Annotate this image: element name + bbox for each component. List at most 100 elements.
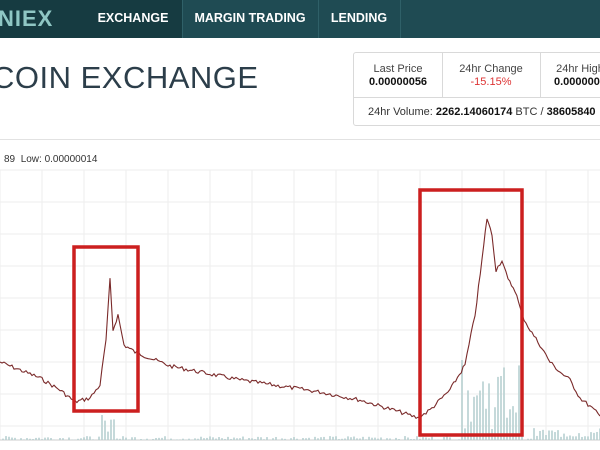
volume-bar (38, 437, 40, 440)
volume-bar (119, 438, 121, 440)
volume-bar (107, 431, 109, 440)
volume-bar (2, 438, 4, 440)
volume-bar (494, 407, 496, 440)
volume-bar (164, 436, 166, 440)
volume-bar (101, 415, 103, 440)
volume-bar (590, 432, 592, 440)
volume-bar (131, 437, 133, 440)
volume-bar (68, 437, 70, 440)
volume-bar (59, 438, 61, 440)
volume-bar (593, 432, 595, 440)
volume-bar (239, 438, 241, 440)
volume-bar (272, 438, 274, 440)
volume-bar (407, 437, 409, 440)
volume-bar (500, 376, 502, 440)
volume-bar (539, 430, 541, 440)
volume-bar (380, 437, 382, 440)
last-price-value: 0.00000056 (368, 76, 428, 88)
volume-bar (320, 437, 322, 440)
volume-bar (281, 438, 283, 440)
volume-bar (251, 438, 253, 440)
volume-bar (338, 439, 340, 440)
volume-bar (557, 430, 559, 440)
volume-bar (20, 438, 22, 440)
volume-bar (182, 438, 184, 440)
last-price-stat: Last Price 0.00000056 (354, 53, 443, 97)
chart-grid (0, 169, 600, 441)
volume-bar (176, 439, 178, 440)
volume-bar (419, 439, 421, 440)
volume-bar (581, 436, 583, 440)
chart-low-label: Low: (20, 154, 42, 165)
highlight-box-first-pump (72, 245, 140, 413)
volume-bar (221, 438, 223, 440)
volume-bar (14, 437, 16, 440)
nav-exchange[interactable]: EXCHANGE (84, 0, 183, 38)
volume-bar (389, 438, 391, 440)
volume-bar (371, 437, 373, 440)
volume-bar (497, 376, 499, 440)
volume-bar (350, 437, 352, 440)
volume-bar (470, 421, 472, 440)
volume-bar (260, 437, 262, 440)
volume-bar (128, 439, 130, 440)
volume-bar (113, 419, 115, 440)
volume-bar (116, 438, 118, 440)
volume-bar (416, 436, 418, 440)
volume-bar (26, 438, 28, 440)
volume-bar (188, 438, 190, 440)
volume-btc: 2262.14060174 (435, 106, 513, 118)
price-line (0, 218, 600, 420)
volume-bar (596, 431, 598, 440)
volume-bar (446, 436, 448, 440)
volume-bar (80, 438, 82, 440)
logo[interactable]: NIEX (0, 0, 84, 38)
volume-bar (218, 437, 220, 440)
volume-bar (257, 436, 259, 440)
volume-bar (341, 438, 343, 440)
volume-bar (530, 438, 532, 440)
chart-high-low: 89 Low: 0.00000014 (4, 154, 97, 165)
volume-bar (356, 438, 358, 440)
change-value: -15.15% (470, 76, 512, 88)
volume-bar (335, 436, 337, 440)
volume-bar (98, 436, 100, 440)
volume-bar (224, 438, 226, 440)
volume-bar (569, 435, 571, 440)
volume-bar (194, 438, 196, 440)
volume-bar (203, 438, 205, 440)
volume-label: 24hr Volume: (368, 106, 433, 118)
volume-bar (308, 437, 310, 440)
volume-bar (77, 438, 79, 440)
highlight-box-second-pump (418, 188, 524, 437)
volume-bar (215, 438, 217, 440)
nav-lending[interactable]: LENDING (318, 0, 401, 38)
volume-bar (410, 439, 412, 440)
volume-bar (236, 438, 238, 440)
volume-bar (542, 429, 544, 440)
high-value: 0.0000006 (554, 76, 600, 88)
volume-bar (158, 437, 160, 440)
nav-margin-trading[interactable]: MARGIN TRADING (182, 0, 319, 38)
volume-bar (323, 436, 325, 440)
volume-bar (47, 437, 49, 440)
high-label: 24hr High (556, 63, 600, 75)
volume-bar (560, 436, 562, 440)
volume-other: 38605840 (546, 106, 596, 118)
volume-bar (374, 437, 376, 440)
volume-bar (362, 436, 364, 440)
volume-bar (365, 439, 367, 440)
volume-bar (62, 438, 64, 440)
volume-bar (566, 436, 568, 440)
volume-bar (554, 432, 556, 440)
volume-bar (431, 436, 433, 440)
chart-high-fragment: 89 (4, 154, 16, 165)
volume-bar (443, 437, 445, 440)
volume-bar (545, 435, 547, 440)
volume-bar (329, 436, 331, 440)
volume-bar (242, 436, 244, 440)
price-chart[interactable] (0, 140, 600, 450)
volume-bar (413, 439, 415, 440)
volume-bar (305, 438, 307, 440)
volume-bar (368, 436, 370, 440)
